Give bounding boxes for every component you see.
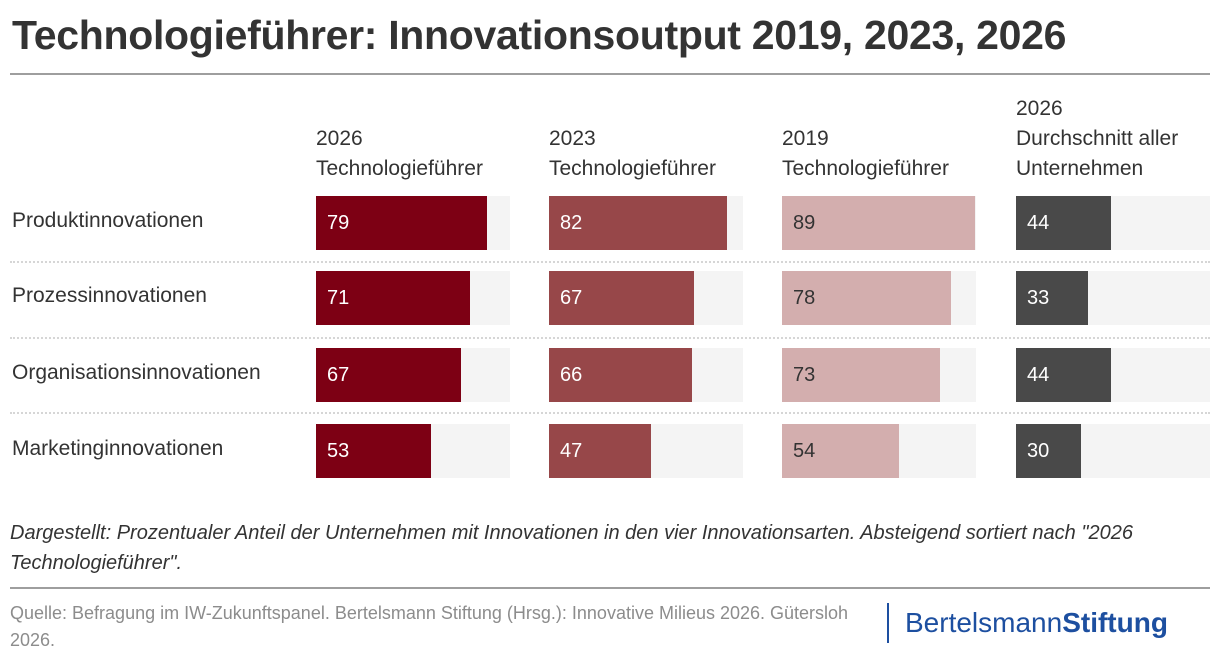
bar-track: 78 — [782, 271, 976, 325]
bar-track: 67 — [549, 271, 743, 325]
column-header-line: Durchschnitt aller — [1016, 127, 1179, 150]
bar-value-label: 89 — [793, 212, 816, 234]
column-header-line: 2026 — [316, 127, 363, 150]
column-header-line: Technologieführer — [549, 157, 716, 180]
bar-track: 82 — [549, 196, 743, 250]
column-header-line: 2019 — [782, 127, 829, 150]
bar-value-label: 78 — [793, 287, 816, 309]
column-header-line: 2023 — [549, 127, 596, 150]
bar: 89 — [782, 196, 975, 250]
bar-track: 79 — [316, 196, 510, 250]
row-separator — [10, 337, 1210, 339]
bar: 66 — [549, 348, 692, 402]
bar-value-label: 53 — [327, 440, 350, 462]
column-header-line: Technologieführer — [782, 157, 949, 180]
category-label: Prozessinnovationen — [12, 284, 207, 307]
column-header: 2019 Technologieführer — [782, 124, 949, 184]
bar: 82 — [549, 196, 727, 250]
bar-value-label: 79 — [327, 212, 350, 234]
bar-value-label: 73 — [793, 364, 816, 386]
column-header-line: Unternehmen — [1016, 157, 1144, 180]
row-separator — [10, 261, 1210, 263]
column-header: 2026 Durchschnitt aller Unternehmen — [1016, 94, 1178, 184]
bar-value-label: 67 — [327, 364, 350, 386]
column-header: 2023 Technologieführer — [549, 124, 716, 184]
bar-track: 53 — [316, 424, 510, 478]
bar: 44 — [1016, 348, 1111, 402]
bar-track: 71 — [316, 271, 510, 325]
bar: 67 — [549, 271, 694, 325]
column-header-line: 2026 — [1016, 97, 1063, 120]
bar: 33 — [1016, 271, 1088, 325]
bar-value-label: 44 — [1027, 364, 1050, 386]
bar: 44 — [1016, 196, 1111, 250]
bar-value-label: 30 — [1027, 440, 1050, 462]
bar: 71 — [316, 271, 470, 325]
bar-value-label: 66 — [560, 364, 583, 386]
logo-part-1: Bertelsmann — [905, 607, 1063, 638]
logo-part-2: Stiftung — [1062, 607, 1168, 638]
bar-track: 44 — [1016, 196, 1210, 250]
bar-value-label: 54 — [793, 440, 816, 462]
bar-track: 54 — [782, 424, 976, 478]
bar: 78 — [782, 271, 951, 325]
bar: 54 — [782, 424, 899, 478]
bar-value-label: 67 — [560, 287, 583, 309]
bar: 73 — [782, 348, 940, 402]
bar: 79 — [316, 196, 487, 250]
bar-track: 89 — [782, 196, 976, 250]
title-divider — [10, 73, 1210, 75]
chart-title: Technologieführer: Innovationsoutput 201… — [12, 12, 1067, 58]
category-label: Marketinginnovationen — [12, 437, 224, 460]
bar-track: 47 — [549, 424, 743, 478]
chart-note: Dargestellt: Prozentualer Anteil der Unt… — [10, 522, 1133, 574]
bar: 30 — [1016, 424, 1081, 478]
bar: 67 — [316, 348, 461, 402]
bar-track: 30 — [1016, 424, 1210, 478]
bar-value-label: 44 — [1027, 212, 1050, 234]
bar-value-label: 82 — [560, 212, 583, 234]
bar-track: 44 — [1016, 348, 1210, 402]
source-text: Quelle: Befragung im IW-Zukunftspanel. B… — [10, 603, 849, 650]
category-label: Organisationsinnovationen — [12, 361, 261, 384]
bar-track: 67 — [316, 348, 510, 402]
column-header: 2026 Technologieführer — [316, 124, 483, 184]
bar: 53 — [316, 424, 431, 478]
bar-track: 33 — [1016, 271, 1210, 325]
bar-track: 73 — [782, 348, 976, 402]
bar-track: 66 — [549, 348, 743, 402]
bar: 47 — [549, 424, 651, 478]
bar-value-label: 47 — [560, 440, 583, 462]
footer-divider — [10, 587, 1210, 589]
column-header-line: Technologieführer — [316, 157, 483, 180]
bar-value-label: 71 — [327, 287, 350, 309]
category-label: Produktinnovationen — [12, 209, 204, 232]
bertelsmann-stiftung-logo: BertelsmannStiftung — [887, 603, 1168, 643]
row-separator — [10, 412, 1210, 414]
bar-value-label: 33 — [1027, 287, 1050, 309]
